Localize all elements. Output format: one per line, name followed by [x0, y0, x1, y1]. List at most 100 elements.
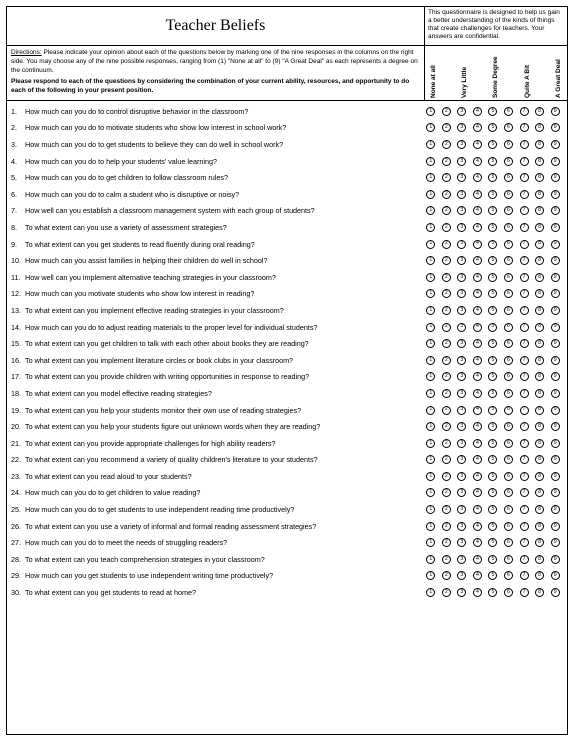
response-bubble[interactable]: 1 [426, 140, 435, 149]
response-bubble[interactable]: 4 [473, 488, 482, 497]
response-bubble[interactable]: 7 [520, 406, 529, 415]
response-bubble[interactable]: 2 [442, 439, 451, 448]
response-bubble[interactable]: 9 [551, 472, 560, 481]
response-bubble[interactable]: 6 [504, 273, 513, 282]
response-bubble[interactable]: 6 [504, 472, 513, 481]
response-bubble[interactable]: 3 [457, 107, 466, 116]
response-bubble[interactable]: 3 [457, 422, 466, 431]
response-bubble[interactable]: 7 [520, 123, 529, 132]
response-bubble[interactable]: 5 [488, 173, 497, 182]
response-bubble[interactable]: 9 [551, 422, 560, 431]
response-bubble[interactable]: 1 [426, 538, 435, 547]
response-bubble[interactable]: 7 [520, 107, 529, 116]
response-bubble[interactable]: 1 [426, 455, 435, 464]
response-bubble[interactable]: 9 [551, 157, 560, 166]
response-bubble[interactable]: 7 [520, 306, 529, 315]
response-bubble[interactable]: 4 [473, 273, 482, 282]
response-bubble[interactable]: 5 [488, 190, 497, 199]
response-bubble[interactable]: 2 [442, 505, 451, 514]
response-bubble[interactable]: 4 [473, 339, 482, 348]
response-bubble[interactable]: 7 [520, 505, 529, 514]
response-bubble[interactable]: 6 [504, 157, 513, 166]
response-bubble[interactable]: 3 [457, 372, 466, 381]
response-bubble[interactable]: 3 [457, 240, 466, 249]
response-bubble[interactable]: 2 [442, 240, 451, 249]
response-bubble[interactable]: 2 [442, 372, 451, 381]
response-bubble[interactable]: 8 [535, 389, 544, 398]
response-bubble[interactable]: 8 [535, 157, 544, 166]
response-bubble[interactable]: 8 [535, 240, 544, 249]
response-bubble[interactable]: 7 [520, 206, 529, 215]
response-bubble[interactable]: 1 [426, 439, 435, 448]
response-bubble[interactable]: 6 [504, 522, 513, 531]
response-bubble[interactable]: 2 [442, 488, 451, 497]
response-bubble[interactable]: 8 [535, 455, 544, 464]
response-bubble[interactable]: 9 [551, 240, 560, 249]
response-bubble[interactable]: 9 [551, 356, 560, 365]
response-bubble[interactable]: 8 [535, 406, 544, 415]
response-bubble[interactable]: 8 [535, 339, 544, 348]
response-bubble[interactable]: 8 [535, 173, 544, 182]
response-bubble[interactable]: 9 [551, 140, 560, 149]
response-bubble[interactable]: 1 [426, 571, 435, 580]
response-bubble[interactable]: 8 [535, 206, 544, 215]
response-bubble[interactable]: 7 [520, 439, 529, 448]
response-bubble[interactable]: 7 [520, 356, 529, 365]
response-bubble[interactable]: 2 [442, 223, 451, 232]
response-bubble[interactable]: 5 [488, 522, 497, 531]
response-bubble[interactable]: 3 [457, 273, 466, 282]
response-bubble[interactable]: 1 [426, 406, 435, 415]
response-bubble[interactable]: 1 [426, 190, 435, 199]
response-bubble[interactable]: 2 [442, 173, 451, 182]
response-bubble[interactable]: 1 [426, 240, 435, 249]
response-bubble[interactable]: 3 [457, 323, 466, 332]
response-bubble[interactable]: 1 [426, 273, 435, 282]
response-bubble[interactable]: 8 [535, 323, 544, 332]
response-bubble[interactable]: 3 [457, 339, 466, 348]
response-bubble[interactable]: 3 [457, 472, 466, 481]
response-bubble[interactable]: 5 [488, 455, 497, 464]
response-bubble[interactable]: 3 [457, 555, 466, 564]
response-bubble[interactable]: 6 [504, 571, 513, 580]
response-bubble[interactable]: 7 [520, 140, 529, 149]
response-bubble[interactable]: 3 [457, 289, 466, 298]
response-bubble[interactable]: 6 [504, 289, 513, 298]
response-bubble[interactable]: 3 [457, 123, 466, 132]
response-bubble[interactable]: 1 [426, 157, 435, 166]
response-bubble[interactable]: 1 [426, 173, 435, 182]
response-bubble[interactable]: 3 [457, 522, 466, 531]
response-bubble[interactable]: 6 [504, 422, 513, 431]
response-bubble[interactable]: 3 [457, 256, 466, 265]
response-bubble[interactable]: 2 [442, 472, 451, 481]
response-bubble[interactable]: 5 [488, 372, 497, 381]
response-bubble[interactable]: 5 [488, 588, 497, 597]
response-bubble[interactable]: 2 [442, 422, 451, 431]
response-bubble[interactable]: 4 [473, 289, 482, 298]
response-bubble[interactable]: 5 [488, 256, 497, 265]
response-bubble[interactable]: 5 [488, 140, 497, 149]
response-bubble[interactable]: 1 [426, 223, 435, 232]
response-bubble[interactable]: 4 [473, 323, 482, 332]
response-bubble[interactable]: 5 [488, 157, 497, 166]
response-bubble[interactable]: 2 [442, 190, 451, 199]
response-bubble[interactable]: 3 [457, 223, 466, 232]
response-bubble[interactable]: 7 [520, 389, 529, 398]
response-bubble[interactable]: 1 [426, 472, 435, 481]
response-bubble[interactable]: 6 [504, 256, 513, 265]
response-bubble[interactable]: 3 [457, 157, 466, 166]
response-bubble[interactable]: 4 [473, 472, 482, 481]
response-bubble[interactable]: 3 [457, 389, 466, 398]
response-bubble[interactable]: 2 [442, 140, 451, 149]
response-bubble[interactable]: 2 [442, 389, 451, 398]
response-bubble[interactable]: 2 [442, 555, 451, 564]
response-bubble[interactable]: 8 [535, 439, 544, 448]
response-bubble[interactable]: 9 [551, 173, 560, 182]
response-bubble[interactable]: 9 [551, 123, 560, 132]
response-bubble[interactable]: 4 [473, 439, 482, 448]
response-bubble[interactable]: 1 [426, 422, 435, 431]
response-bubble[interactable]: 7 [520, 571, 529, 580]
response-bubble[interactable]: 6 [504, 372, 513, 381]
response-bubble[interactable]: 5 [488, 472, 497, 481]
response-bubble[interactable]: 6 [504, 140, 513, 149]
response-bubble[interactable]: 3 [457, 190, 466, 199]
